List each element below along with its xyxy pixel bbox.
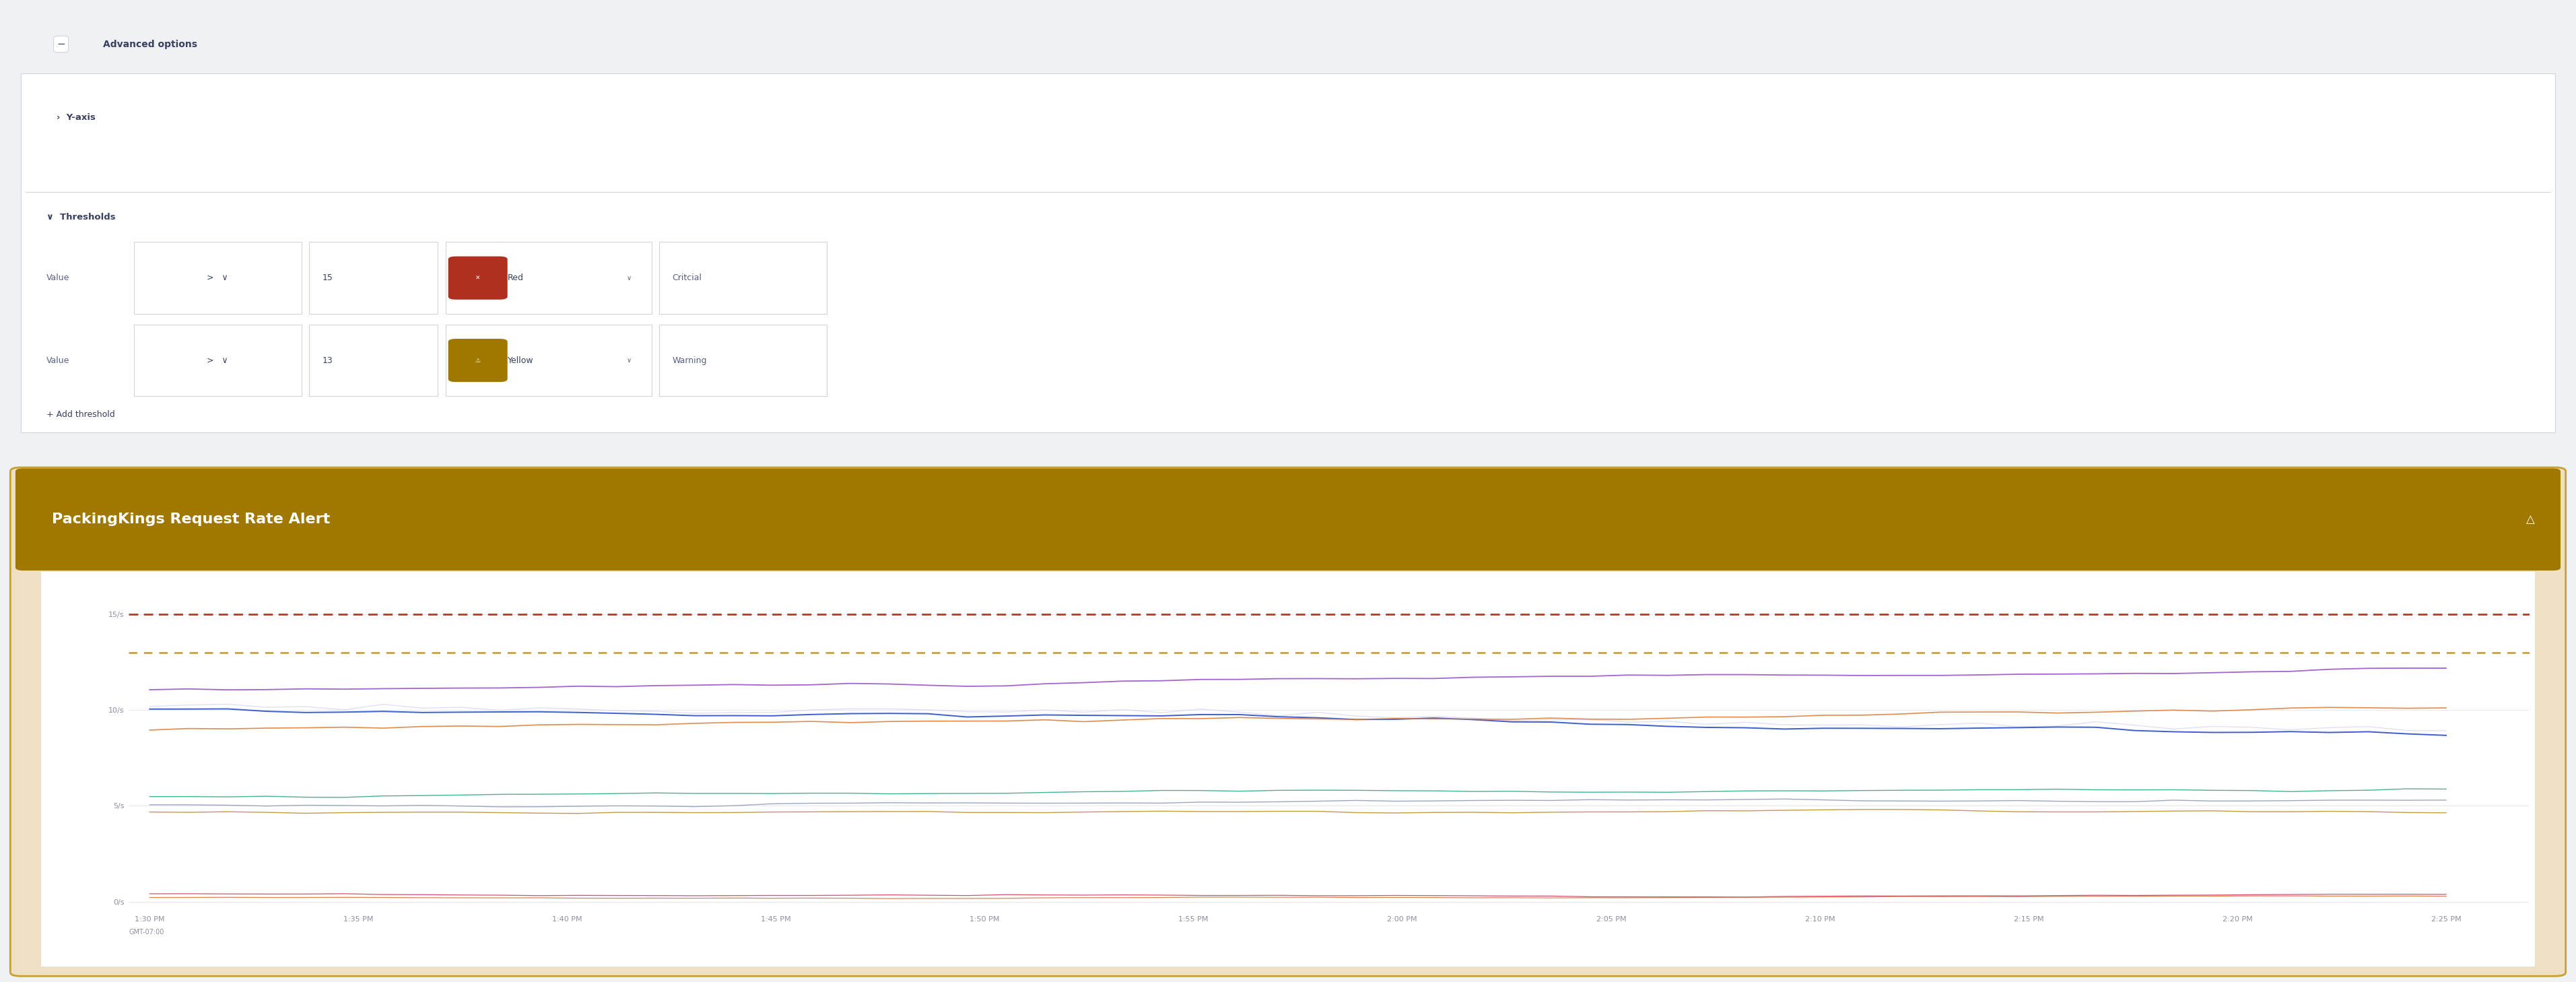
Text: ∨: ∨ xyxy=(626,357,631,363)
Text: GMT-07:00: GMT-07:00 xyxy=(129,929,165,936)
FancyBboxPatch shape xyxy=(10,467,2566,976)
Bar xyxy=(659,324,827,397)
Text: ∨  Thresholds: ∨ Thresholds xyxy=(46,213,116,221)
Bar xyxy=(41,572,2535,966)
FancyBboxPatch shape xyxy=(448,339,507,382)
Text: >   ∨: > ∨ xyxy=(206,356,229,364)
Text: Red: Red xyxy=(507,274,523,283)
Bar xyxy=(309,324,438,397)
Text: ›  Y-axis: › Y-axis xyxy=(57,114,95,122)
Text: ✕: ✕ xyxy=(477,275,479,281)
Text: Value: Value xyxy=(46,274,70,283)
Text: Warning: Warning xyxy=(672,356,706,364)
Text: ⚠: ⚠ xyxy=(474,357,482,363)
Text: Value: Value xyxy=(46,356,70,364)
Text: Critcial: Critcial xyxy=(672,274,703,283)
Text: PackingKings Request Rate Alert: PackingKings Request Rate Alert xyxy=(52,513,330,526)
Bar xyxy=(446,243,652,314)
Text: −: − xyxy=(57,39,64,49)
Text: 13: 13 xyxy=(322,356,332,364)
Text: △: △ xyxy=(2527,514,2535,525)
Text: ∨: ∨ xyxy=(626,275,631,281)
Bar xyxy=(446,324,652,397)
Bar xyxy=(134,324,301,397)
Text: Yellow: Yellow xyxy=(507,356,533,364)
FancyBboxPatch shape xyxy=(448,256,507,300)
Bar xyxy=(21,74,2555,432)
Text: 15: 15 xyxy=(322,274,332,283)
Text: + Add threshold: + Add threshold xyxy=(46,410,116,418)
Text: >   ∨: > ∨ xyxy=(206,274,229,283)
FancyBboxPatch shape xyxy=(15,468,2561,571)
Bar xyxy=(309,243,438,314)
Bar xyxy=(659,243,827,314)
Text: Advanced options: Advanced options xyxy=(103,39,198,49)
Bar xyxy=(134,243,301,314)
